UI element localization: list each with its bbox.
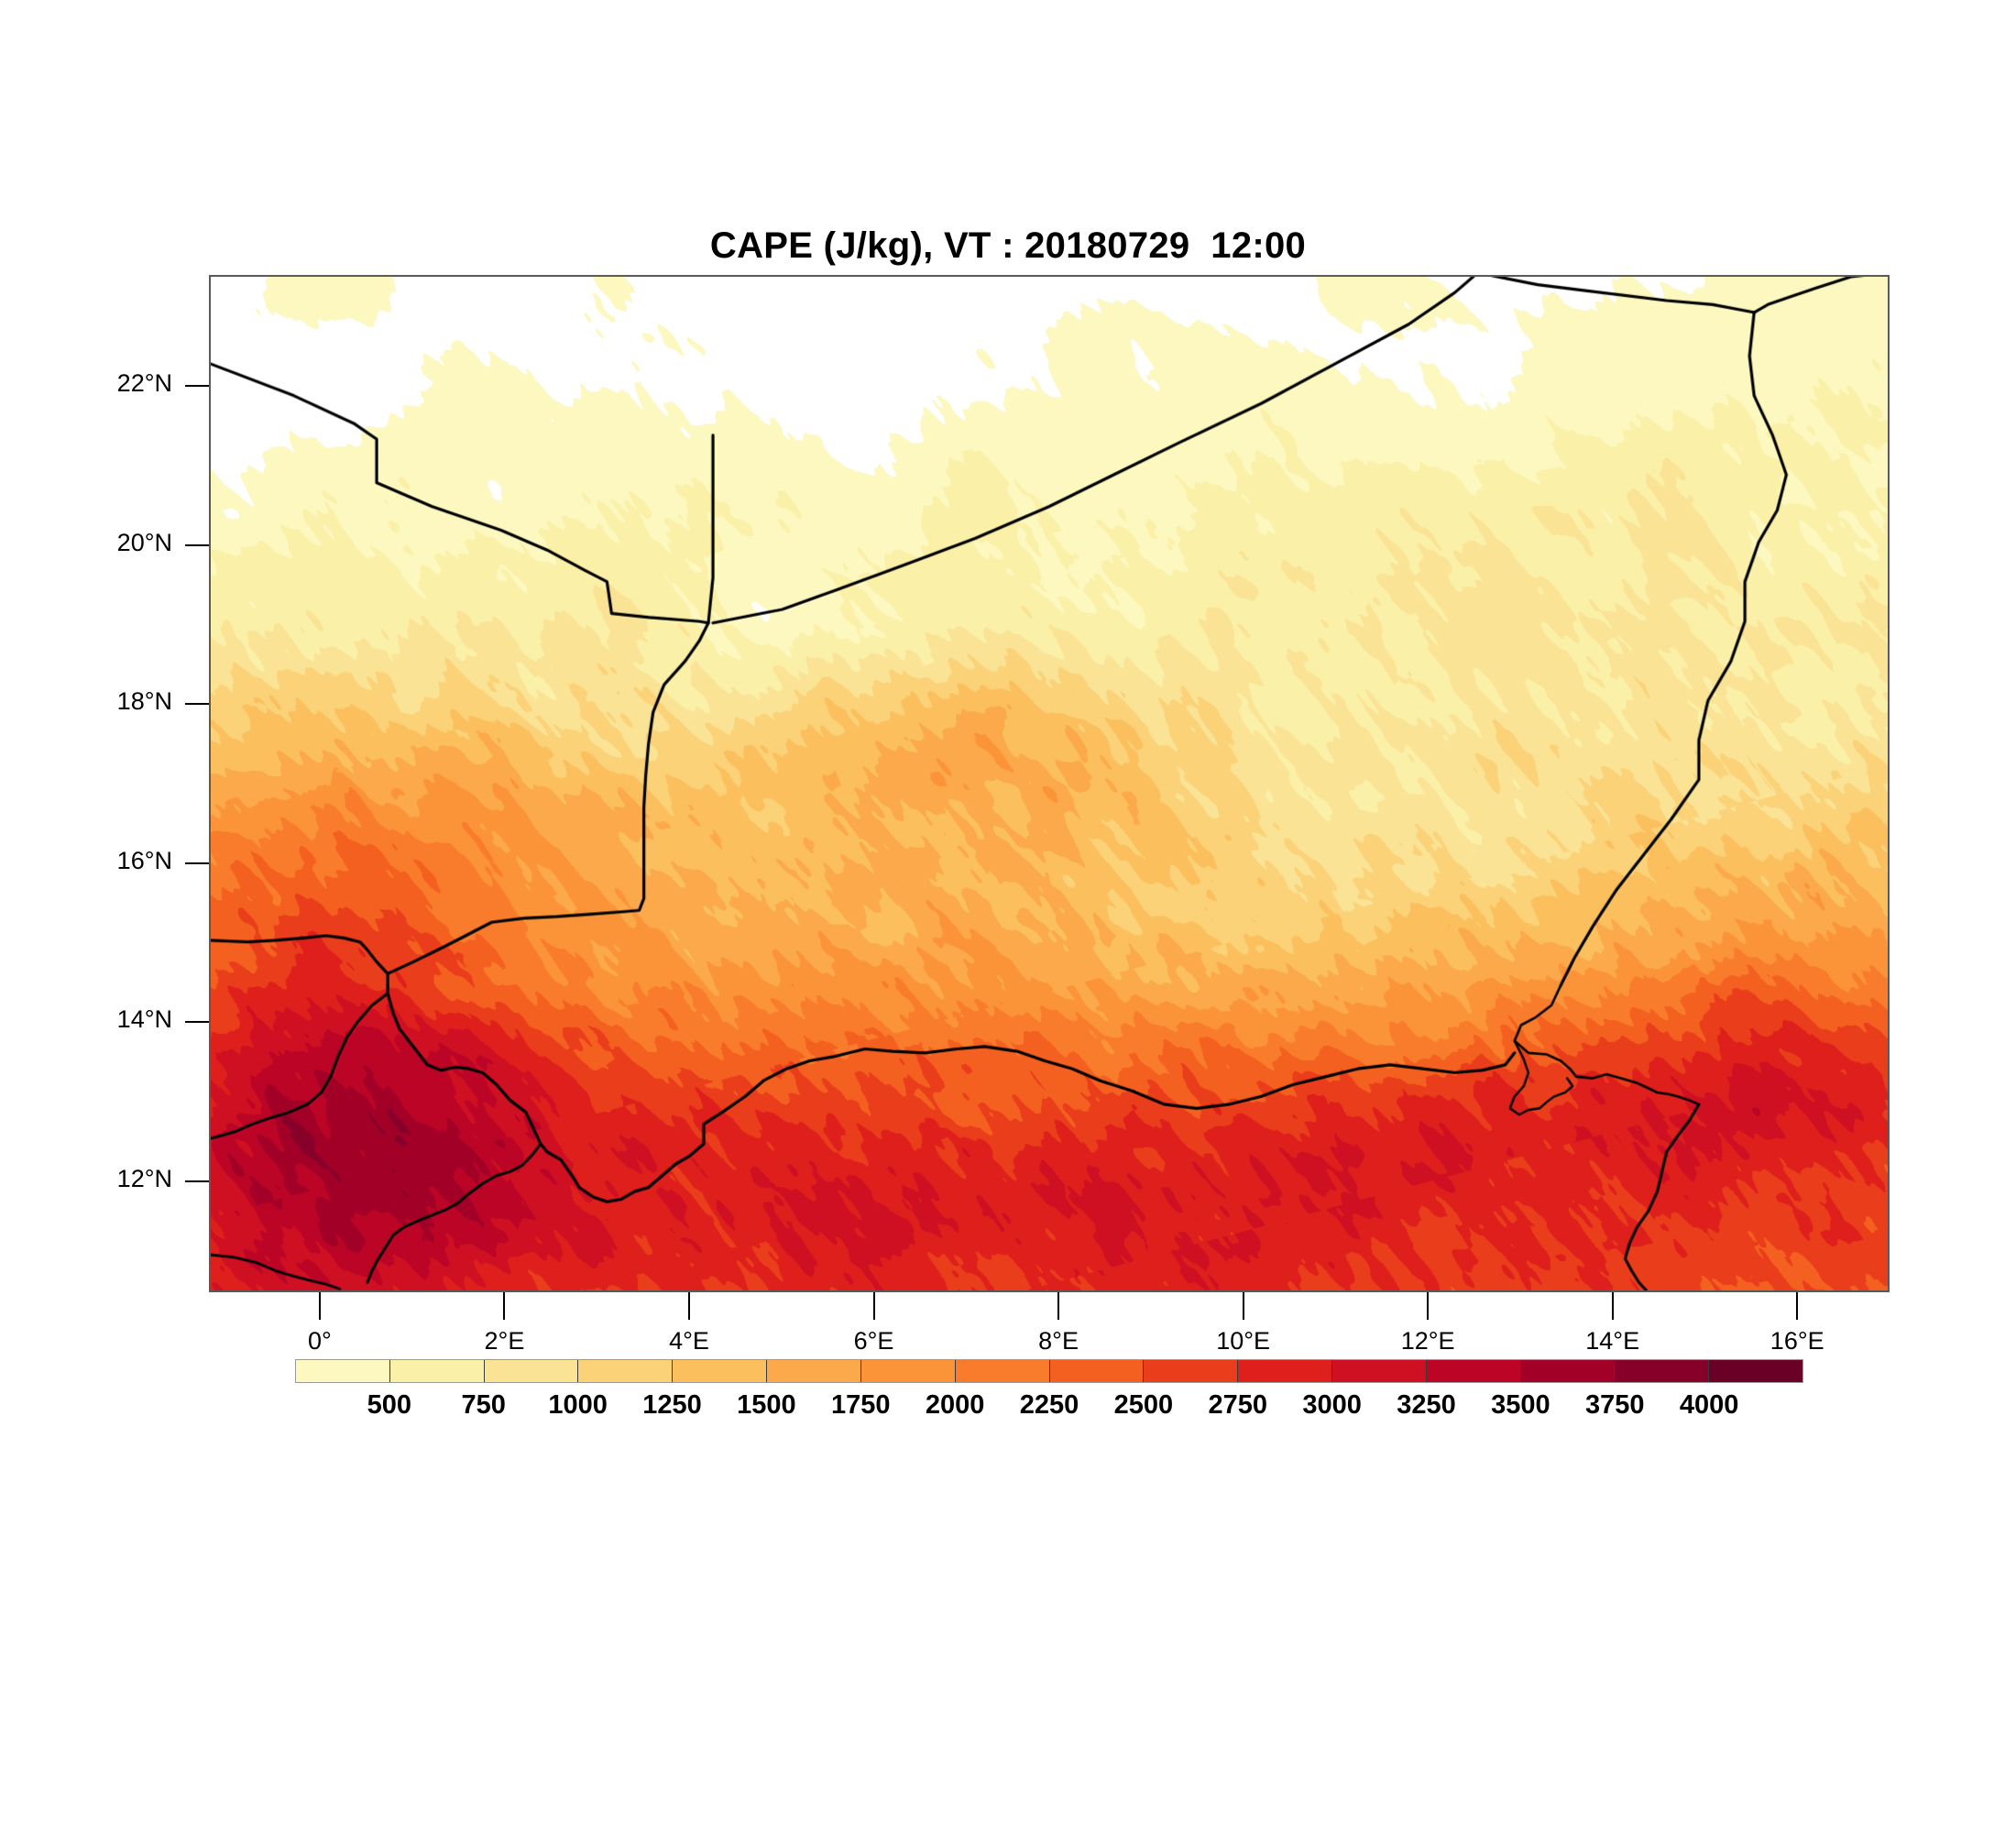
colorbar-segment [389,1360,485,1382]
latitude-tick-label: 14°N [116,1005,172,1034]
longitude-tick-mark [503,1292,506,1320]
colorbar-tick-label: 1250 [642,1390,702,1420]
colorbar-gradient [295,1359,1803,1383]
latitude-tick-mark [185,385,209,388]
latitude-tick-mark [185,862,209,864]
longitude-tick-mark [1796,1292,1799,1320]
colorbar-segment [860,1360,956,1382]
latitude-tick-label: 12°N [116,1164,172,1192]
longitude-tick-label: 12°E [1400,1327,1455,1355]
latitude-tick-mark [185,543,209,546]
colorbar-tick-label: 3750 [1584,1390,1645,1420]
map-plot-area[interactable] [209,275,1890,1292]
longitude-tick-label: 6°E [853,1327,894,1355]
colorbar-segment [484,1360,579,1382]
colorbar-segment [1615,1360,1710,1382]
colorbar[interactable] [295,1359,1803,1383]
longitude-tick-mark [1057,1292,1060,1320]
longitude-tick-label: 14°E [1585,1327,1640,1355]
colorbar-segment [767,1360,861,1382]
colorbar-tick-label: 500 [367,1390,412,1420]
colorbar-segment [955,1360,1050,1382]
latitude-tick-mark [185,1021,209,1024]
colorbar-tick-label: 2750 [1208,1390,1267,1420]
longitude-tick-label: 2°E [484,1327,525,1355]
colorbar-tick-label: 1750 [830,1390,891,1420]
latitude-tick-mark [185,1180,209,1182]
page-title: CAPE (J/kg), VT : 20180729 12:00 [709,225,1307,266]
colorbar-tick-label: 1500 [737,1390,796,1420]
colorbar-segment [673,1360,768,1382]
latitude-tick-label: 16°N [116,846,172,874]
longitude-tick-mark [1611,1292,1614,1320]
longitude-tick-mark [688,1292,690,1320]
colorbar-segment [1144,1360,1239,1382]
latitude-tick-label: 18°N [116,687,172,716]
colorbar-segment [1520,1360,1616,1382]
colorbar-segment [1709,1360,1802,1382]
colorbar-tick-label: 750 [461,1390,506,1420]
longitude-tick-label: 0° [308,1327,332,1355]
colorbar-tick-label: 1000 [548,1390,608,1420]
colorbar-segment [1049,1360,1145,1382]
longitude-tick-mark [318,1292,321,1320]
colorbar-segment [1426,1360,1521,1382]
colorbar-tick-label: 3250 [1397,1390,1456,1420]
colorbar-tick-label: 3000 [1302,1390,1362,1420]
longitude-tick-label: 4°E [669,1327,709,1355]
longitude-tick-mark [1242,1292,1244,1320]
colorbar-tick-label: 2250 [1019,1390,1079,1420]
latitude-tick-label: 20°N [116,528,172,556]
colorbar-segment [1238,1360,1332,1382]
latitude-tick-label: 22°N [116,369,172,398]
cape-field-heatmap [211,277,1888,1290]
colorbar-tick-label: 2000 [925,1390,985,1420]
latitude-tick-mark [185,703,209,706]
colorbar-segment [296,1360,390,1382]
colorbar-segment [1331,1360,1427,1382]
colorbar-tick-label: 2500 [1113,1390,1174,1420]
colorbar-tick-label: 3500 [1491,1390,1550,1420]
colorbar-tick-label: 4000 [1679,1390,1739,1420]
longitude-tick-mark [1427,1292,1430,1320]
longitude-tick-label: 8°E [1038,1327,1079,1355]
longitude-tick-mark [872,1292,875,1320]
longitude-tick-label: 16°E [1769,1327,1824,1355]
colorbar-segment [578,1360,674,1382]
longitude-tick-label: 10°E [1216,1327,1271,1355]
